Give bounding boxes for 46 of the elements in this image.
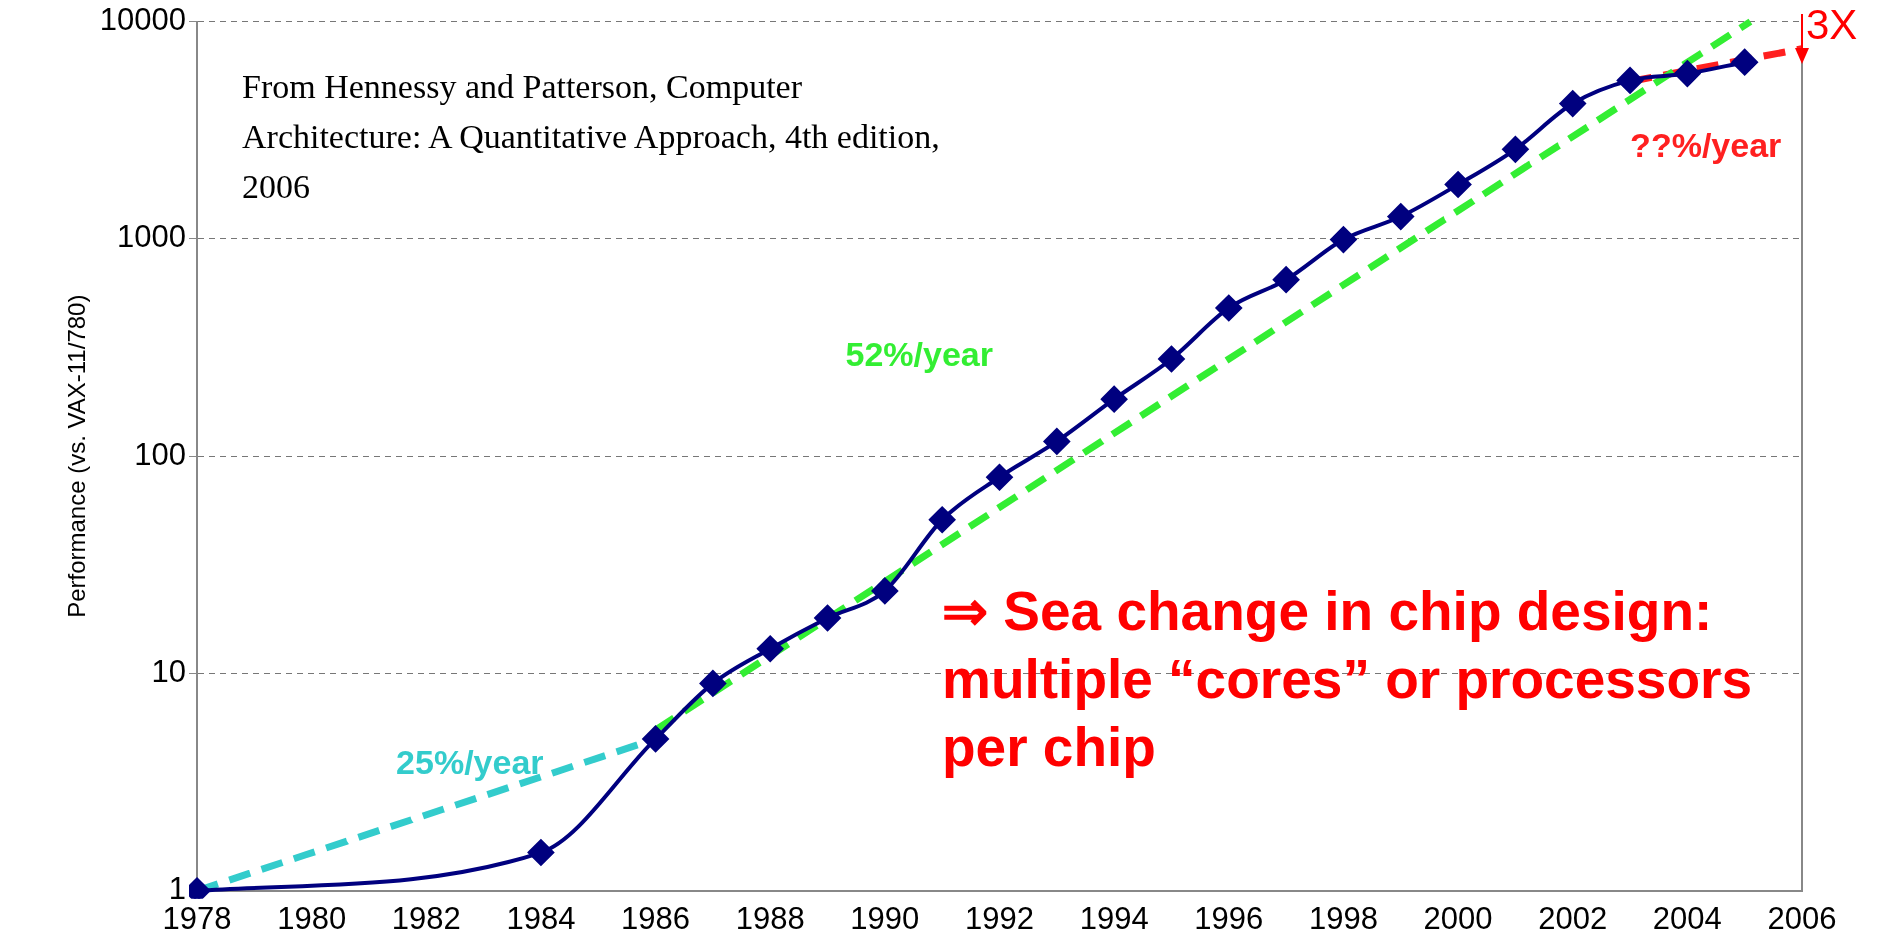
point xyxy=(1273,266,1300,293)
annotation: ⇒ Sea change in chip design: multiple “cores” or processors per chip xyxy=(942,578,1753,780)
x-tick-label: 1998 xyxy=(1308,900,1378,936)
y-axis-title: Performance (vs. VAX-11/780) xyxy=(63,294,91,618)
x-tick-label: 2004 xyxy=(1652,900,1722,936)
point xyxy=(1617,67,1644,94)
x-tick-label: 1980 xyxy=(277,900,347,936)
point xyxy=(871,577,898,604)
point xyxy=(1330,226,1357,253)
x-tick-label: 1988 xyxy=(735,900,805,936)
point xyxy=(757,635,784,662)
y-tick-label: 100 xyxy=(134,436,186,472)
x-tick-label: 2002 xyxy=(1538,900,1608,936)
point xyxy=(1502,136,1529,163)
series-label: 25%/year xyxy=(396,743,544,782)
y-tick-label: 10 xyxy=(151,654,186,690)
point xyxy=(929,506,956,533)
x-tick-label: 1984 xyxy=(506,900,576,936)
x-tick-label: 1994 xyxy=(1079,900,1149,936)
point xyxy=(642,725,669,752)
point xyxy=(527,839,554,866)
annotation: From Hennessy and Patterson, Computer Architecture: A Quantitative Approach, 4th edition, 2006 xyxy=(242,66,941,207)
x-tick-label: 2006 xyxy=(1767,900,1837,936)
point xyxy=(1158,346,1185,373)
y-tick-label: 10000 xyxy=(99,2,186,38)
point xyxy=(1387,203,1414,230)
y-tick-label: 1000 xyxy=(117,219,186,255)
x-tick-label: 1986 xyxy=(621,900,691,936)
x-tick-label: 2000 xyxy=(1423,900,1493,936)
point xyxy=(1559,90,1586,117)
point xyxy=(1445,171,1472,198)
point xyxy=(1731,49,1758,76)
text: 3X xyxy=(1806,0,1859,50)
x-tick-label: 1990 xyxy=(850,900,920,936)
point xyxy=(1101,386,1128,413)
point xyxy=(699,670,726,697)
point xyxy=(1215,294,1242,321)
point xyxy=(1674,60,1701,87)
x-tick-label: 1996 xyxy=(1194,900,1264,936)
point xyxy=(1043,428,1070,455)
point xyxy=(986,464,1013,491)
x-tick-label: 1982 xyxy=(391,900,461,936)
text: 52%/year xyxy=(845,334,993,373)
x-tick-label: 1992 xyxy=(965,900,1034,936)
point xyxy=(814,605,841,632)
series-label: ??%/year xyxy=(1630,126,1782,165)
